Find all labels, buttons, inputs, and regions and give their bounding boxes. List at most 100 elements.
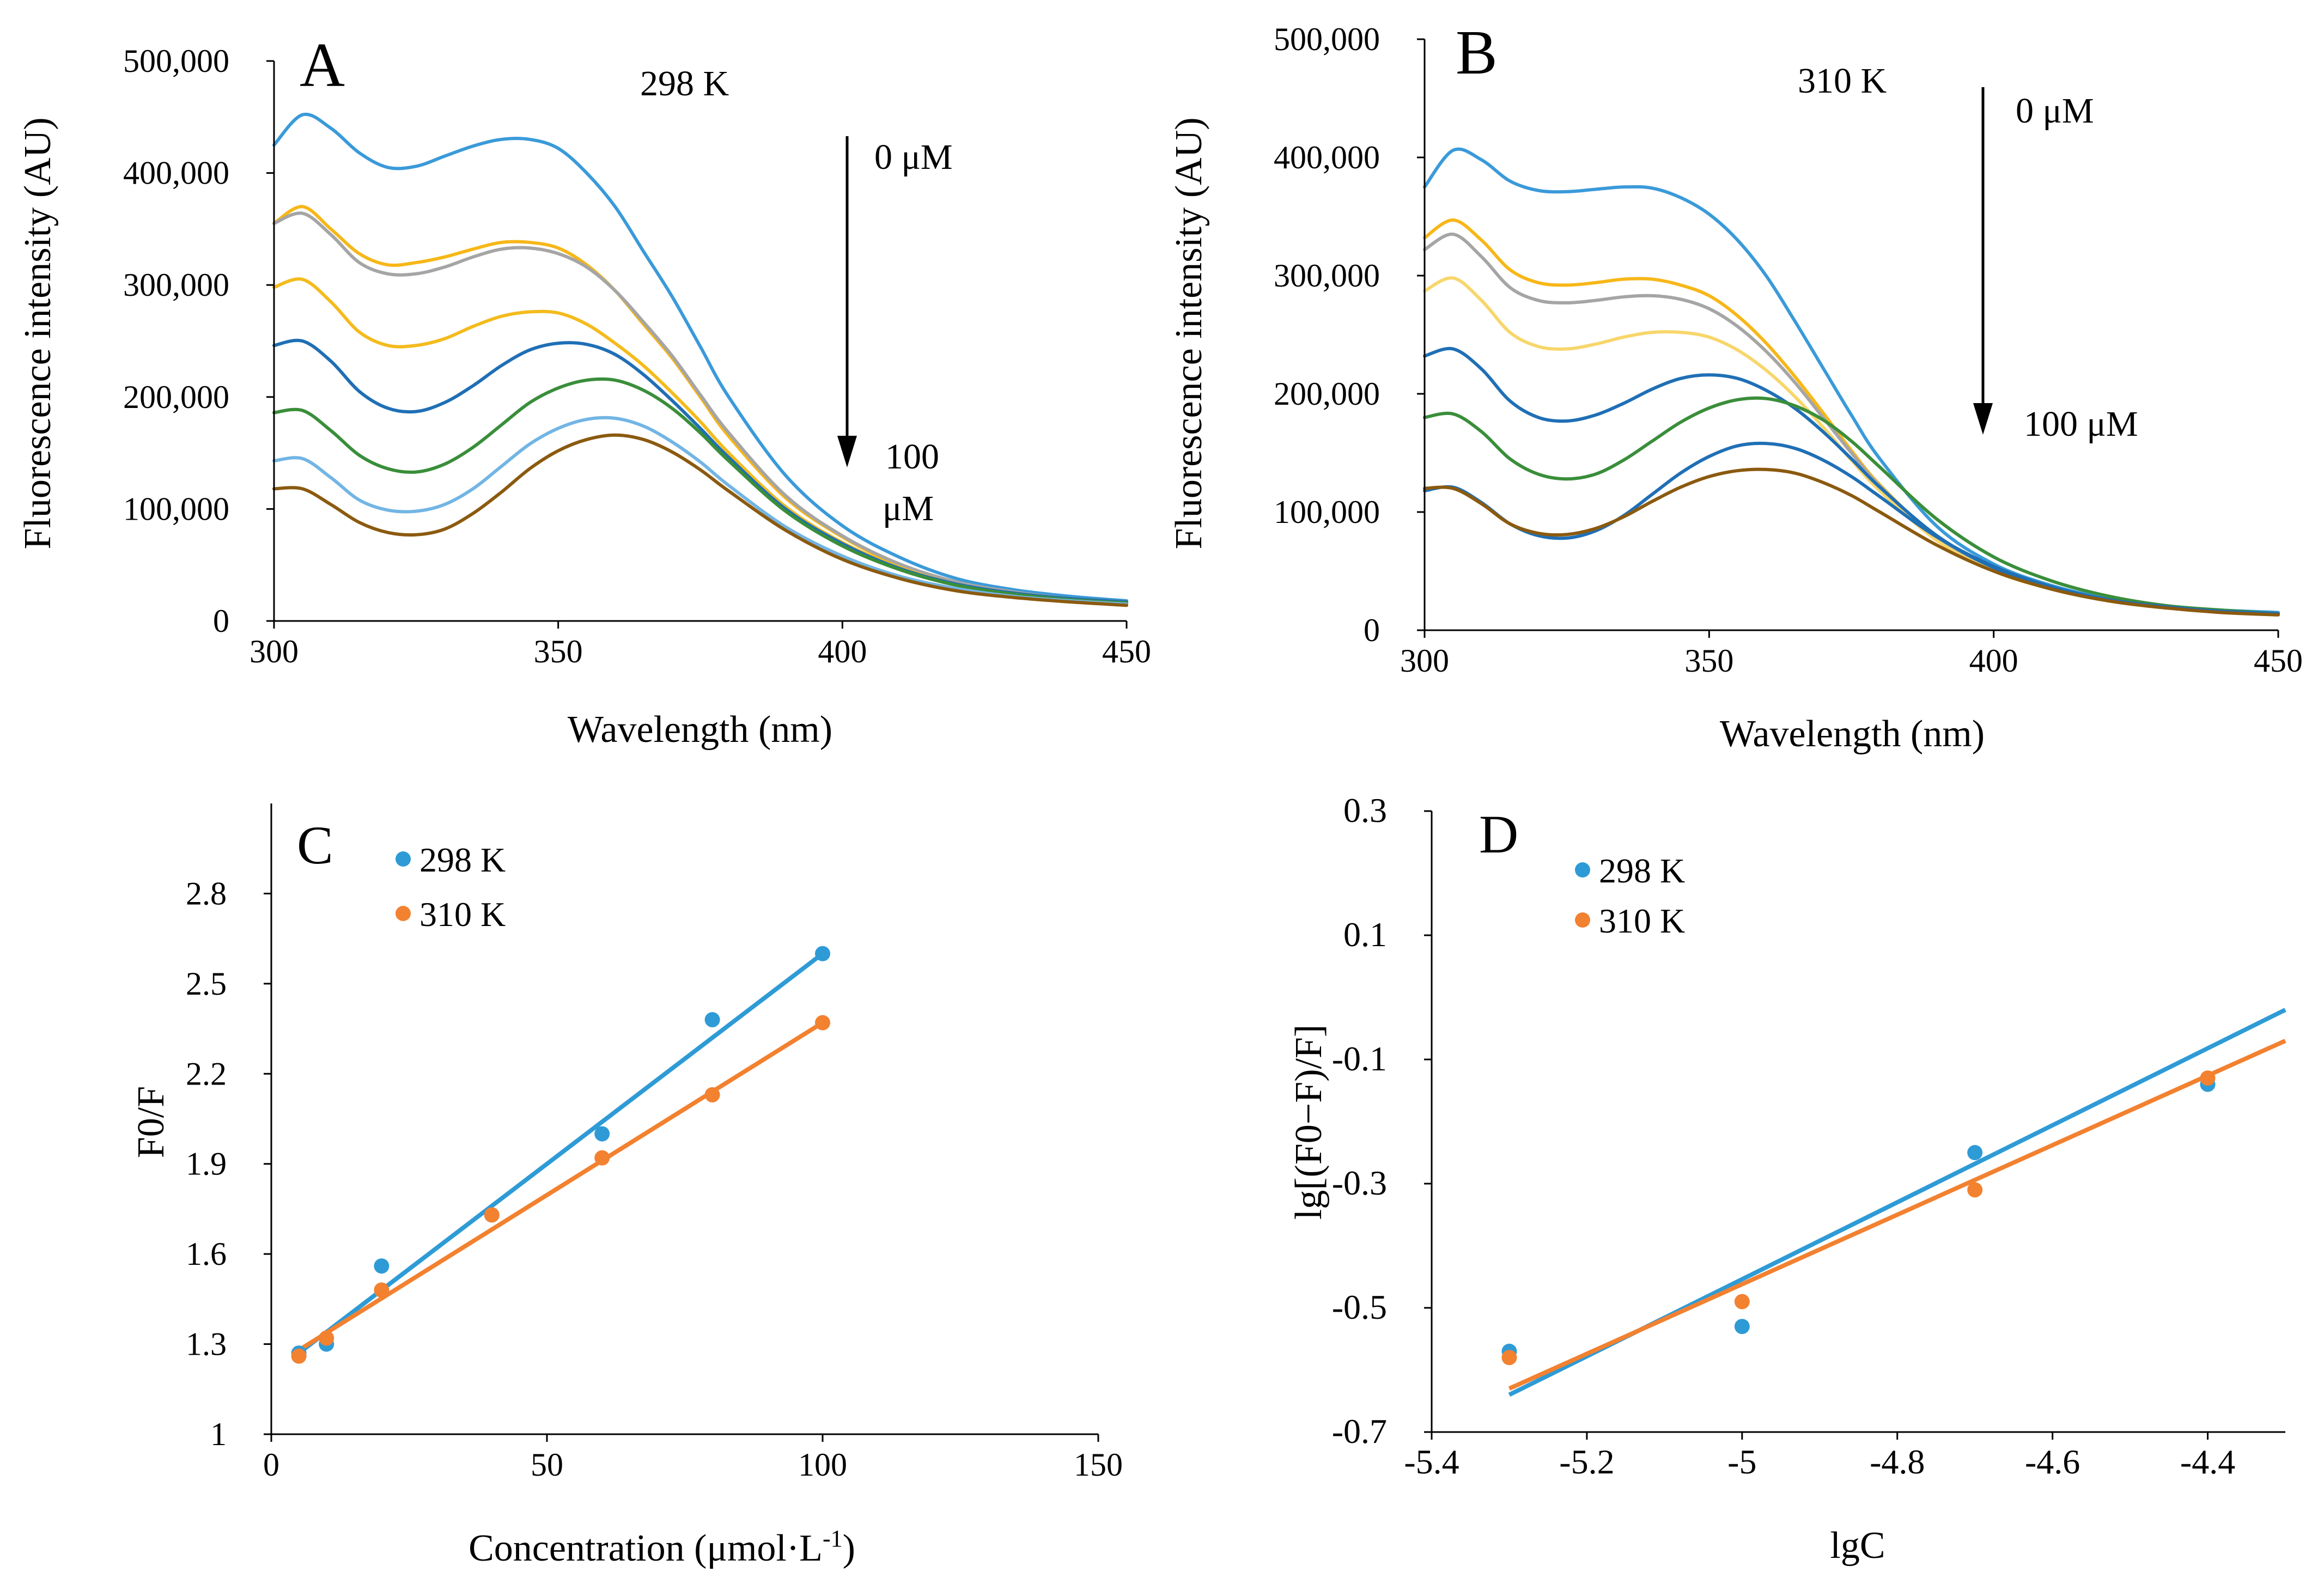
panel-a-series-line-1 [272,112,1128,602]
panel-b-y-tick-label: 200,000 [1274,376,1380,412]
panel-b-arrow-head [1973,403,1993,435]
panel-a-y-tick-label: 400,000 [123,155,229,191]
panel-d-legend-label-310k: 310 K [1599,901,1685,940]
panel-b-arrow-start-label: 0 μM [2016,91,2094,131]
panel-d-y-tick-label: 0.3 [1343,791,1387,830]
panel-b-x-ticks: 300 350 400 450 [1400,630,2303,679]
panel-b-y-tick-label: 300,000 [1274,258,1380,294]
panel-c-legend-marker-298k [396,851,411,867]
panel-c-point-310k [704,1087,720,1102]
panel-a-arrow-head [837,436,857,467]
panel-c-point-310k [374,1282,390,1298]
panel-a-series-line-8 [272,433,1128,607]
panel-d-legend: 298 K 310 K [1575,851,1685,940]
panel-a-series-line-6 [272,377,1128,605]
panel-d-y-ticks: -0.7 -0.5 -0.3 -0.1 0.1 0.3 [1332,791,1432,1451]
panel-a-temperature-annotation: 298 K [640,64,729,103]
panel-d-x-axis-title: lgC [1830,1525,1885,1567]
panel-b-series-line-6 [1423,396,2280,616]
panel-c-point-310k [319,1330,334,1346]
panel-c-legend-marker-310k [396,906,411,921]
panel-d-x-tick-label: -5.4 [1404,1442,1459,1481]
panel-a-y-tick-label: 200,000 [123,379,229,415]
panel-a-series-line-3 [272,211,1128,604]
panel-b-y-tick-label: 100,000 [1274,494,1380,530]
panel-d-y-tick-label: -0.5 [1332,1288,1387,1326]
panel-c-fit-line-310k [297,1021,824,1352]
panel-c-y-axis-title: F0/F [130,1086,172,1158]
panel-a-series-line-7 [272,416,1128,606]
panel-b-y-tick-label: 500,000 [1274,21,1380,57]
panel-d-legend-marker-310k [1575,912,1590,928]
panel-a-x-tick-label: 450 [1102,633,1151,669]
panel-d-y-tick-label: -0.3 [1332,1163,1387,1202]
panel-b-series-line-1 [1423,147,2280,614]
panel-c-point-310k [484,1207,500,1223]
panel-c-x-axis-title-sup: -1 [823,1525,843,1552]
panel-d-x-tick-label: -4.6 [2025,1442,2080,1481]
panel-b-y-axis-title: Fluorescence intensity (AU) [1168,117,1210,549]
panel-a-arrow-end-label-2: μM [883,489,934,528]
panel-b-label: B [1456,18,1498,87]
panel-a-y-tick-label: 300,000 [123,267,229,303]
panel-b-series-line-3 [1423,233,2280,616]
panel-a-x-axis-title: Wavelength (nm) [568,709,832,751]
panel-a-y-tick-label: 0 [213,603,229,639]
panel-c-legend: 298 K 310 K [396,840,506,934]
panel-d-point-310k [2200,1070,2216,1086]
panel-c-y-tick-label: 2.8 [186,875,227,911]
panel-d-fit-line-310k [1508,1039,2286,1391]
panel-d-x-tick-label: -4.4 [2180,1442,2235,1481]
panel-c-x-tick-label: 0 [263,1447,279,1483]
panel-a-series-lines [272,112,1128,607]
panel-d-points [1501,1070,2216,1366]
panel-c-x-ticks: 0 50 100 150 [263,1434,1123,1483]
panel-b-series-line-7 [1423,441,2280,616]
panel-a-arrow-end-label-1: 100 [885,437,939,477]
panel-c-point-310k [815,1015,830,1031]
panel-d-y-tick-label: -0.7 [1332,1412,1387,1451]
panel-b-x-tick-label: 350 [1684,643,1733,679]
panel-a-x-tick-label: 400 [818,633,867,669]
panel-c-point-310k [291,1348,307,1364]
panel-a-x-tick-label: 300 [250,633,299,669]
panel-d-point-310k [1734,1294,1750,1309]
panel-d-label: D [1479,804,1518,864]
panel-c: 0 50 100 150 1 1.3 1.6 1.9 2.2 2.5 2.8 C 298 K 31… [130,803,1123,1569]
panel-a-y-tick-label: 100,000 [123,491,229,527]
panel-a-y-tick-label: 500,000 [123,43,229,79]
panel-a-x-tick-label: 350 [534,633,583,669]
panel-c-x-tick-label: 50 [531,1447,563,1483]
panel-d-x-ticks: -5.4 -5.2 -5 -4.8 -4.6 -4.4 [1404,1432,2235,1481]
panel-c-y-tick-label: 1.3 [186,1326,227,1362]
panel-d-point-310k [1967,1182,1983,1198]
panel-b-series-line-5 [1423,346,2280,616]
panel-c-point-310k [594,1150,610,1166]
panel-c-x-tick-label: 150 [1074,1447,1123,1483]
panel-c-x-tick-label: 100 [798,1447,847,1483]
panel-a-arrow-start-label: 0 μM [874,137,953,177]
panel-c-y-tick-label: 2.2 [186,1056,227,1092]
panel-c-y-tick-label: 1.9 [186,1146,227,1182]
panel-c-x-axis-title-end: ) [843,1527,855,1569]
panel-d-point-310k [1501,1350,1517,1366]
panel-c-point-298k [815,946,830,961]
panel-c-x-axis-title: Concentration (μmol·L-1) [469,1525,855,1569]
panel-d-point-298k [1734,1319,1750,1335]
panel-c-y-tick-label: 2.5 [186,966,227,1002]
panel-d-x-tick-label: -4.8 [1870,1442,1925,1481]
panel-b-series-line-8 [1423,467,2280,617]
panel-b-series-line-4 [1423,276,2280,616]
panel-d-legend-label-298k: 298 K [1599,851,1685,890]
panel-a-y-ticks: 0 100,000 200,000 300,000 400,000 500,000 [123,43,274,639]
panel-b-x-tick-label: 450 [2254,643,2303,679]
panel-b-y-tick-label: 400,000 [1274,139,1380,175]
panel-c-legend-label-310k: 310 K [419,895,506,934]
panel-c-label: C [297,815,333,875]
panel-c-y-tick-label: 1 [210,1416,227,1452]
panel-d-y-tick-label: -0.1 [1332,1039,1387,1078]
panel-b-series-lines [1423,147,2280,617]
panel-c-legend-label-298k: 298 K [419,840,506,879]
panel-b-y-ticks: 0 100,000 200,000 300,000 400,000 500,000 [1274,21,1425,648]
